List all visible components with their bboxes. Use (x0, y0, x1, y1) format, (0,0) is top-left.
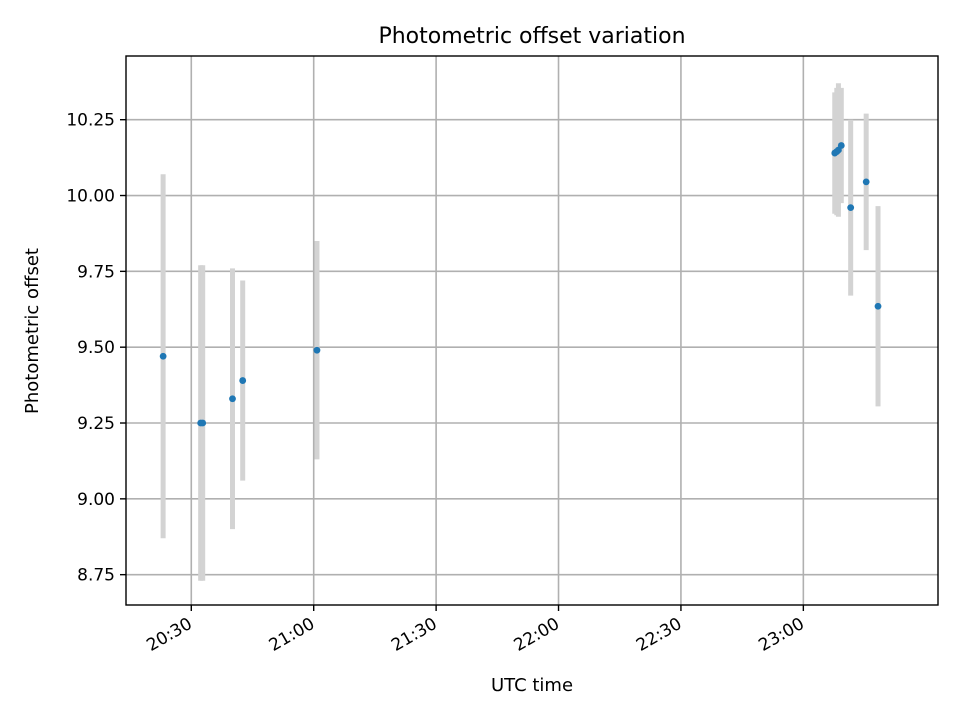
data-point (874, 302, 882, 310)
y-tick-label: 10.00 (66, 187, 115, 207)
x-axis-label: UTC time (491, 675, 573, 696)
data-points (159, 142, 882, 427)
y-tick-label: 9.75 (77, 262, 115, 282)
y-axis-ticks: 8.75 9.00 9.25 9.50 9.75 10.00 10.25 (66, 111, 126, 586)
error-bars (160, 83, 881, 581)
data-point (862, 178, 870, 186)
data-point (239, 377, 247, 384)
x-tick-label: 22:30 (633, 614, 685, 656)
x-axis-ticks: 20:30 21:00 21:30 22:00 22:30 23:00 (143, 605, 808, 656)
y-tick-label: 10.25 (66, 111, 115, 131)
y-tick-label: 9.00 (77, 490, 115, 510)
chart-title: Photometric offset variation (378, 24, 685, 49)
data-point (847, 204, 855, 212)
y-axis-label: Photometric offset (22, 248, 43, 414)
plot-frame (125, 55, 939, 606)
data-point (313, 346, 321, 354)
y-tick-label: 9.50 (77, 338, 115, 358)
data-point (837, 142, 845, 149)
data-point (229, 395, 236, 403)
x-tick-label: 23:00 (755, 614, 807, 656)
data-point (199, 419, 207, 427)
x-tick-label: 20:30 (143, 614, 195, 656)
grid-lines (126, 56, 938, 605)
y-tick-label: 9.25 (77, 414, 115, 434)
x-tick-label: 21:30 (388, 614, 440, 656)
y-tick-label: 8.75 (77, 566, 115, 586)
data-point (159, 352, 167, 360)
x-tick-label: 21:00 (266, 614, 318, 656)
x-tick-label: 22:00 (511, 614, 563, 656)
